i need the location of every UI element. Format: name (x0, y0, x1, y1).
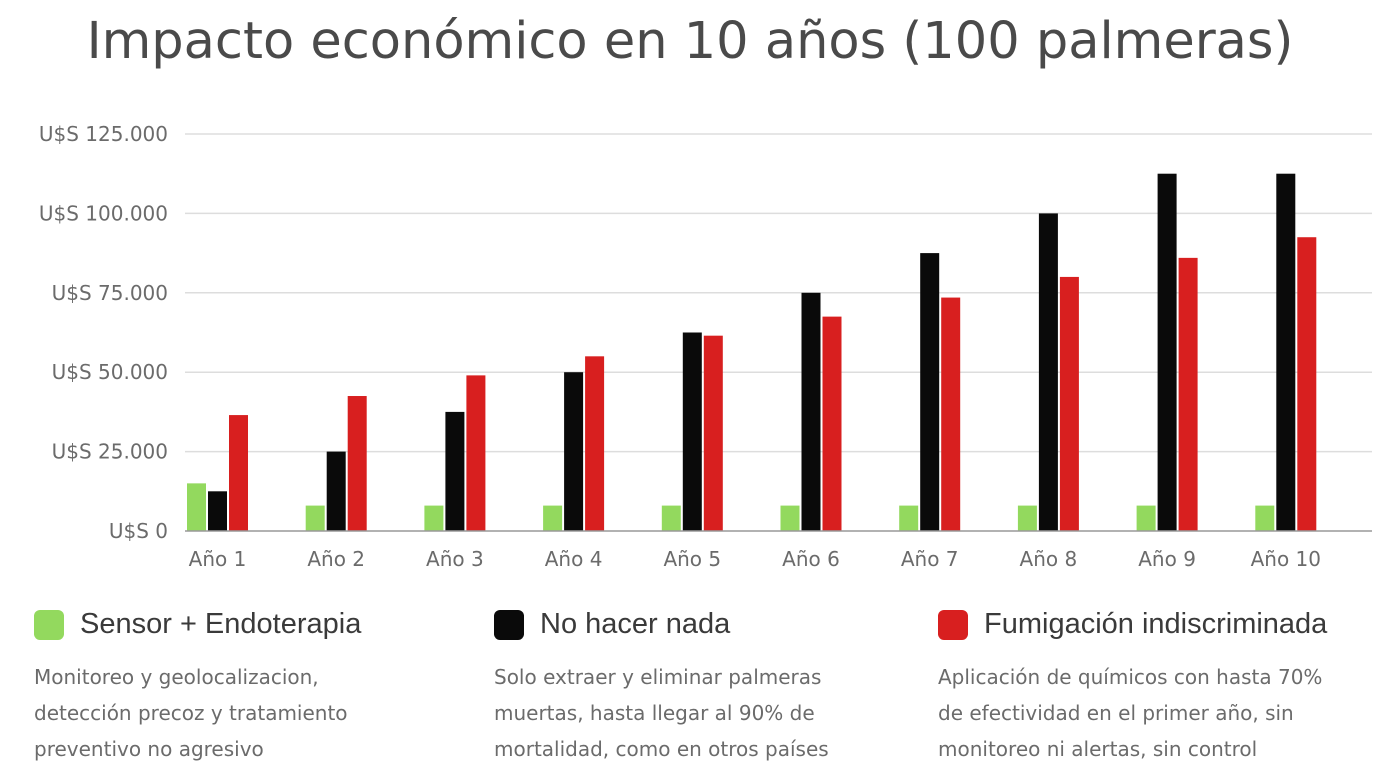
x-tick-label: Año 1 (189, 547, 247, 571)
y-tick-label: U$S 0 (109, 519, 168, 543)
bar (1038, 213, 1058, 531)
bar (703, 335, 723, 531)
legend-description: Aplicación de químicos con hasta 70% de … (938, 659, 1358, 767)
y-tick-label: U$S 125.000 (39, 122, 168, 146)
x-tick-label: Año 2 (307, 547, 365, 571)
legend-swatch-sensor (34, 609, 64, 640)
bar (187, 483, 206, 531)
legend-description-line: preventivo no agresivo (34, 737, 264, 761)
x-tick-label: Año 6 (782, 547, 840, 571)
legend-swatch-fumigacion (938, 609, 968, 640)
bar (424, 505, 444, 531)
y-tick-label: U$S 100.000 (39, 201, 168, 225)
legend-description-line: Monitoreo y geolocalizacion, (34, 665, 319, 689)
bar (585, 356, 605, 531)
legend-item-sensor: Sensor + Endoterapia Monitoreo y geoloca… (34, 608, 454, 767)
bar (208, 491, 227, 531)
x-tick-label: Año 10 (1251, 547, 1321, 571)
legend-label: Sensor + Endoterapia (80, 608, 362, 640)
bar (899, 505, 919, 531)
bar (1178, 257, 1198, 531)
legend-label: No hacer nada (540, 608, 731, 640)
legend-description: Solo extraer y eliminar palmeras muertas… (494, 659, 914, 767)
y-tick-label: U$S 75.000 (52, 281, 168, 305)
bar (347, 396, 367, 531)
bar (1059, 276, 1079, 531)
legend-item-fumigacion: Fumigación indiscriminada Aplicación de … (938, 608, 1358, 767)
bar (445, 411, 465, 531)
bar (543, 505, 563, 531)
bar (941, 297, 961, 531)
legend-description-line: mortalidad, como en otros países (494, 737, 829, 761)
legend-description-line: Solo extraer y eliminar palmeras (494, 665, 822, 689)
legend-description-line: monitoreo ni alertas, sin control (938, 737, 1258, 761)
bar (1136, 505, 1156, 531)
bar (661, 505, 681, 531)
bar (326, 451, 346, 531)
y-tick-label: U$S 50.000 (52, 360, 168, 384)
bar (1276, 173, 1296, 531)
bar (229, 415, 248, 531)
bar (801, 292, 821, 531)
bar (1017, 505, 1037, 531)
bar (1157, 173, 1177, 531)
bar (466, 375, 486, 531)
legend-item-no-hacer-nada: No hacer nada Solo extraer y eliminar pa… (494, 608, 914, 767)
legend-description: Monitoreo y geolocalizacion, detección p… (34, 659, 454, 767)
bar (305, 505, 325, 531)
legend-label: Fumigación indiscriminada (984, 608, 1328, 640)
bar (1297, 237, 1317, 531)
bar (1255, 505, 1275, 531)
legend-description-line: Aplicación de químicos con hasta 70% (938, 665, 1323, 689)
legend-description-line: de efectividad en el primer año, sin (938, 701, 1294, 725)
x-tick-label: Año 4 (545, 547, 603, 571)
legend-description-line: muertas, hasta llegar al 90% de (494, 701, 815, 725)
bar (780, 505, 800, 531)
bar (682, 332, 702, 531)
y-tick-label: U$S 25.000 (52, 440, 168, 464)
x-tick-label: Año 9 (1138, 547, 1196, 571)
legend-description-line: detección precoz y tratamiento (34, 701, 348, 725)
x-tick-label: Año 3 (426, 547, 484, 571)
x-tick-label: Año 5 (663, 547, 721, 571)
bar (822, 316, 842, 531)
x-tick-label: Año 8 (1020, 547, 1078, 571)
bar-chart: U$S 0 U$S 25.000 U$S 50.000 U$S 75.000 U$S 1… (39, 122, 1372, 571)
bar (920, 253, 940, 531)
x-tick-label: Año 7 (901, 547, 959, 571)
chart-title: Impacto económico en 10 años (100 palmer… (86, 12, 1294, 71)
legend-swatch-no-hacer-nada (494, 609, 524, 640)
bar (564, 372, 584, 531)
